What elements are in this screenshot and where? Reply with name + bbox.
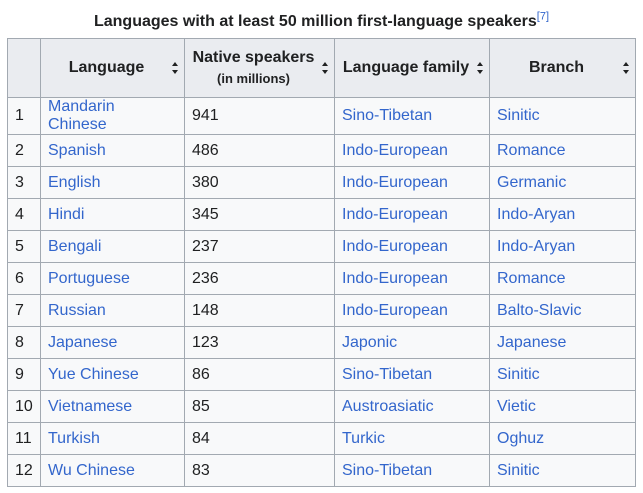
language-link[interactable]: Japanese [48,333,118,351]
speakers-cell: 236 [184,262,335,295]
speakers-cell: 86 [184,358,335,391]
rank-cell: 5 [7,230,41,263]
rank-cell: 12 [7,454,41,487]
language-link[interactable]: English [48,173,101,191]
sort-icon[interactable] [172,61,178,75]
sort-icon[interactable] [477,61,483,75]
family-link[interactable]: Indo-European [342,301,448,319]
table-body: 1 Mandarin Chinese 941 Sino-Tibetan Sini… [7,97,636,487]
rank-header [7,38,41,98]
native-header-unit: (in millions) [217,70,290,86]
family-link[interactable]: Turkic [342,429,385,447]
language-link[interactable]: Wu Chinese [48,461,135,479]
table-row: 5 Bengali 237 Indo-European Indo-Aryan [7,230,636,263]
sort-icon[interactable] [322,61,328,75]
native-header-label: Native speakers [192,48,315,66]
language-link[interactable]: Portuguese [48,269,130,287]
table-row: 11 Turkish 84 Turkic Oghuz [7,422,636,455]
speakers-cell: 486 [184,134,335,167]
table-row: 1 Mandarin Chinese 941 Sino-Tibetan Sini… [7,97,636,135]
language-link[interactable]: Russian [48,301,106,319]
branch-link[interactable]: Vietic [497,397,536,415]
speakers-cell: 84 [184,422,335,455]
rank-cell: 6 [7,262,41,295]
branch-link[interactable]: Sinitic [497,461,540,479]
speakers-cell: 148 [184,294,335,327]
branch-link[interactable]: Sinitic [497,365,540,383]
language-link[interactable]: Yue Chinese [48,365,139,383]
language-family-column-header[interactable]: Language family [334,38,490,98]
rank-cell: 9 [7,358,41,391]
table-row: 9 Yue Chinese 86 Sino-Tibetan Sinitic [7,358,636,391]
family-link[interactable]: Indo-European [342,173,448,191]
table-row: 10 Vietnamese 85 Austroasiatic Vietic [7,390,636,423]
header-row: Language Native speakers (in millions) L… [7,38,636,98]
family-link[interactable]: Sino-Tibetan [342,107,433,124]
language-link[interactable]: Mandarin Chinese [48,98,115,133]
rank-cell: 4 [7,198,41,231]
native-speakers-column-header[interactable]: Native speakers (in millions) [184,38,335,98]
family-link[interactable]: Sino-Tibetan [342,365,433,383]
branch-link[interactable]: Sinitic [497,107,540,124]
table-row: 6 Portuguese 236 Indo-European Romance [7,262,636,295]
rank-cell: 2 [7,134,41,167]
table-caption: Languages with at least 50 million first… [0,10,643,32]
speakers-cell: 83 [184,454,335,487]
family-link[interactable]: Austroasiatic [342,397,434,415]
table-row: 4 Hindi 345 Indo-European Indo-Aryan [7,198,636,231]
language-link[interactable]: Hindi [48,205,85,223]
rank-cell: 7 [7,294,41,327]
languages-table: Language Native speakers (in millions) L… [7,38,636,487]
table-row: 12 Wu Chinese 83 Sino-Tibetan Sinitic [7,454,636,487]
branch-link[interactable]: Germanic [497,173,567,191]
speakers-cell: 237 [184,230,335,263]
branch-link[interactable]: Indo-Aryan [497,237,576,255]
table-row: 7 Russian 148 Indo-European Balto-Slavic [7,294,636,327]
family-link[interactable]: Indo-European [342,237,448,255]
language-column-header[interactable]: Language [40,38,185,98]
branch-link[interactable]: Indo-Aryan [497,205,576,223]
speakers-cell: 380 [184,166,335,199]
table-row: 3 English 380 Indo-European Germanic [7,166,636,199]
speakers-cell: 941 [184,97,335,135]
family-link[interactable]: Indo-European [342,205,448,223]
branch-column-header[interactable]: Branch [489,38,636,98]
language-header-label: Language [68,59,145,76]
family-link[interactable]: Japonic [342,333,398,351]
reference-link[interactable]: [7] [536,10,550,23]
branch-link[interactable]: Romance [497,269,566,287]
branch-link[interactable]: Oghuz [497,429,545,447]
rank-cell: 10 [7,390,41,423]
language-link[interactable]: Spanish [48,141,106,159]
table-row: 8 Japanese 123 Japonic Japanese [7,326,636,359]
branch-link[interactable]: Romance [497,141,566,159]
caption-title: Languages with at least 50 million first… [93,13,537,30]
language-link[interactable]: Turkish [48,429,100,447]
speakers-cell: 85 [184,390,335,423]
rank-cell: 3 [7,166,41,199]
language-link[interactable]: Bengali [48,237,102,255]
family-link[interactable]: Sino-Tibetan [342,461,433,479]
table-row: 2 Spanish 486 Indo-European Romance [7,134,636,167]
rank-cell: 1 [7,97,41,135]
sort-icon[interactable] [623,61,629,75]
rank-cell: 8 [7,326,41,359]
speakers-cell: 123 [184,326,335,359]
family-link[interactable]: Indo-European [342,141,448,159]
family-link[interactable]: Indo-European [342,269,448,287]
family-header-label: Language family [342,59,470,76]
branch-header-label: Branch [528,59,585,76]
language-link[interactable]: Vietnamese [48,397,133,415]
branch-link[interactable]: Balto-Slavic [497,301,582,319]
speakers-cell: 345 [184,198,335,231]
rank-cell: 11 [7,422,41,455]
branch-link[interactable]: Japanese [497,333,567,351]
